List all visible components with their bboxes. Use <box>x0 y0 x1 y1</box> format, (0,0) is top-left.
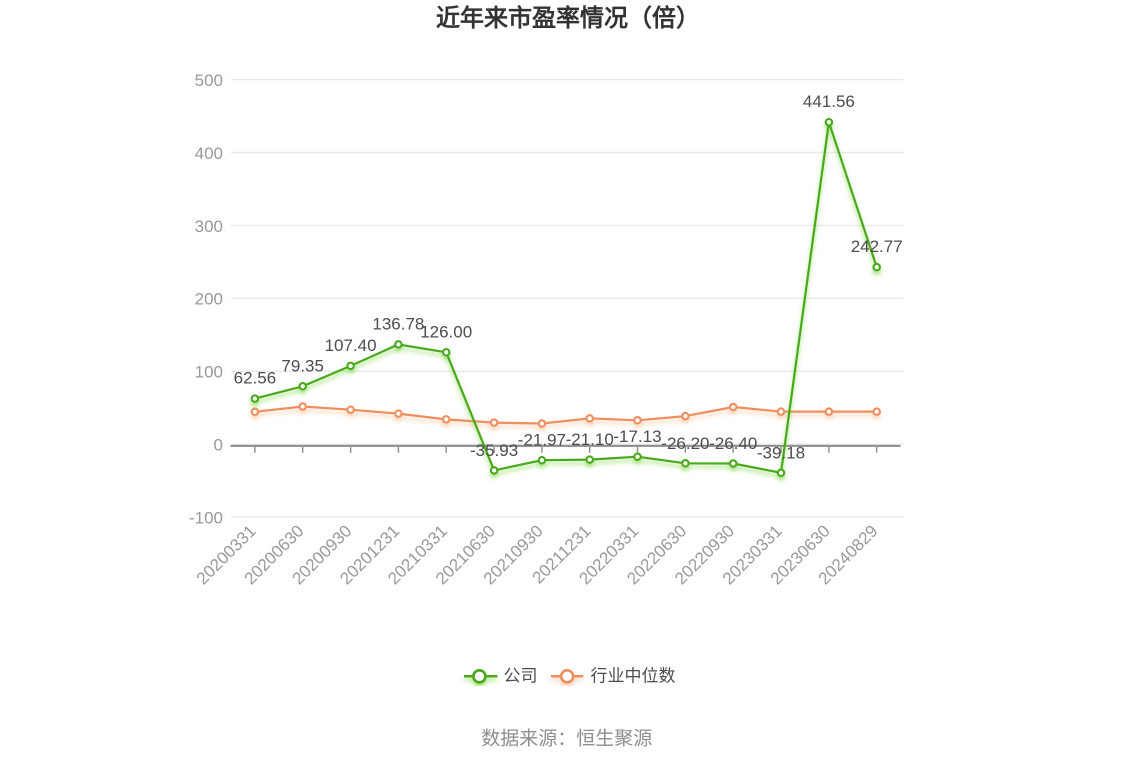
svg-text:-39.18: -39.18 <box>757 443 805 462</box>
svg-text:-26.40: -26.40 <box>709 434 757 453</box>
svg-text:200: 200 <box>195 290 223 309</box>
svg-text:0: 0 <box>214 436 223 455</box>
svg-text:400: 400 <box>195 144 223 163</box>
svg-text:441.56: 441.56 <box>803 92 855 111</box>
svg-text:107.40: 107.40 <box>325 336 377 355</box>
svg-text:近年来市盈率情况（倍）: 近年来市盈率情况（倍） <box>436 4 700 32</box>
svg-text:300: 300 <box>195 217 223 236</box>
svg-text:-21.97: -21.97 <box>518 431 566 450</box>
svg-text:-100: -100 <box>189 509 223 528</box>
svg-text:数据来源：恒生聚源: 数据来源：恒生聚源 <box>481 728 652 750</box>
svg-text:-35.93: -35.93 <box>470 441 518 460</box>
svg-text:-21.10: -21.10 <box>566 430 614 449</box>
svg-text:公司: 公司 <box>504 667 538 686</box>
svg-text:62.56: 62.56 <box>234 369 277 388</box>
svg-text:126.00: 126.00 <box>420 322 472 341</box>
svg-text:-26.20: -26.20 <box>661 434 709 453</box>
svg-text:79.35: 79.35 <box>281 356 324 375</box>
svg-text:100: 100 <box>195 363 223 382</box>
svg-text:500: 500 <box>195 71 223 90</box>
svg-text:136.78: 136.78 <box>372 314 424 333</box>
svg-text:行业中位数: 行业中位数 <box>591 667 676 686</box>
svg-text:242.77: 242.77 <box>851 237 903 256</box>
svg-text:-17.13: -17.13 <box>613 427 661 446</box>
